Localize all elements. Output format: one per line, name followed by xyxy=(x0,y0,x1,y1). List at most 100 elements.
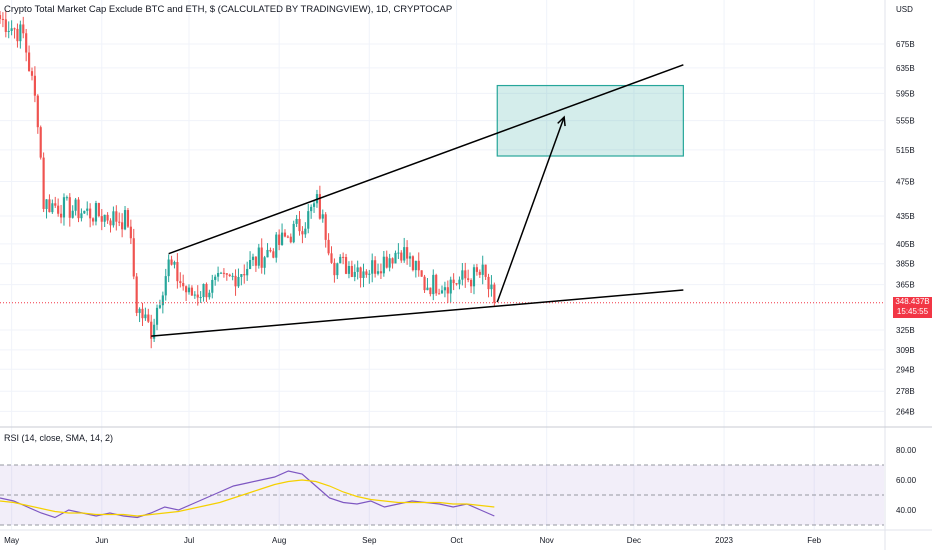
candle-body xyxy=(42,157,45,209)
candle-body xyxy=(362,271,365,278)
candle-body xyxy=(350,266,353,277)
candle-body xyxy=(4,19,7,32)
candle-body xyxy=(228,274,231,277)
candle-body xyxy=(426,287,429,291)
candle-body xyxy=(45,199,48,209)
candle-body xyxy=(269,249,272,252)
rsi-tick-label: 80.00 xyxy=(896,446,917,455)
candle-body xyxy=(205,283,208,298)
wedge-upper-trendline xyxy=(168,64,684,255)
candle-body xyxy=(292,223,295,243)
candle-body xyxy=(100,216,103,222)
candle-body xyxy=(77,199,80,219)
rsi-indicator-label: RSI (14, close, SMA, 14, 2) xyxy=(4,433,114,443)
candle-body xyxy=(478,271,481,275)
candle-body xyxy=(10,28,13,31)
candle-body xyxy=(266,249,269,258)
candle-body xyxy=(339,256,342,264)
candle-body xyxy=(260,247,263,268)
candle-body xyxy=(248,260,252,269)
candle-body xyxy=(121,222,124,230)
candle-body xyxy=(176,262,179,282)
candle-body xyxy=(327,239,330,254)
candle-body xyxy=(324,214,327,240)
time-tick-label: Jul xyxy=(184,536,194,545)
candle-body xyxy=(135,276,138,313)
time-tick-label: Feb xyxy=(807,536,821,545)
candle-body xyxy=(356,267,359,272)
wedge-lower-trendline xyxy=(151,289,684,337)
price-tick-label: 635B xyxy=(896,64,915,73)
candle-body xyxy=(272,251,275,258)
candle-body xyxy=(234,275,237,287)
candle-body xyxy=(62,197,66,218)
price-tick-label: 278B xyxy=(896,387,915,396)
candle-body xyxy=(452,279,455,284)
candle-body xyxy=(19,24,22,42)
price-tick-label: 435B xyxy=(896,212,915,221)
candle-body xyxy=(94,203,98,222)
candle-body xyxy=(30,71,34,76)
candle-body xyxy=(51,203,54,213)
candle-body xyxy=(458,279,461,285)
candle-body xyxy=(80,213,83,219)
candle-body xyxy=(123,210,127,230)
candle-body xyxy=(342,256,345,258)
price-tick-label: 294B xyxy=(896,365,915,374)
candle-body xyxy=(414,260,417,271)
candle-body xyxy=(481,264,484,275)
candle-body xyxy=(321,214,324,219)
candle-body xyxy=(202,283,205,298)
candle-body xyxy=(240,274,243,277)
candle-body xyxy=(403,247,406,261)
candle-body xyxy=(365,271,368,275)
candle-body xyxy=(438,293,441,295)
candle-body xyxy=(420,270,423,277)
candle-body xyxy=(435,274,438,294)
candle-body xyxy=(278,234,281,245)
candle-body xyxy=(347,266,351,274)
rsi-tick-label: 40.00 xyxy=(896,506,917,515)
candle-body xyxy=(400,252,403,261)
price-tick-label: 515B xyxy=(896,146,915,155)
candle-body xyxy=(472,267,476,287)
candle-body xyxy=(391,258,394,264)
candle-body xyxy=(376,271,380,274)
candle-body xyxy=(126,210,130,227)
candle-body xyxy=(33,75,36,96)
candle-body xyxy=(83,210,86,214)
candle-body xyxy=(455,283,458,285)
candle-body xyxy=(301,231,304,235)
candle-body xyxy=(89,208,92,219)
candle-body xyxy=(155,307,159,325)
candle-body xyxy=(132,238,135,277)
candle-body xyxy=(310,206,313,212)
candle-body xyxy=(57,205,60,214)
candle-body xyxy=(432,274,435,295)
candle-body xyxy=(36,95,39,128)
candle-body xyxy=(397,252,400,254)
target-zone-rect xyxy=(496,84,684,157)
candle-body xyxy=(429,287,432,295)
candlestick-series xyxy=(0,10,884,349)
candle-body xyxy=(150,321,153,339)
candle-body xyxy=(48,199,51,213)
time-tick-label: Dec xyxy=(627,536,641,545)
candle-body xyxy=(417,260,420,271)
candle-body xyxy=(280,232,284,245)
candle-body xyxy=(27,52,31,72)
candle-body xyxy=(298,218,301,232)
candle-body xyxy=(190,287,194,296)
candle-body xyxy=(170,259,173,265)
candle-body xyxy=(109,220,112,226)
last-price-badge: 348.437B 15:45:55 xyxy=(893,297,932,318)
candle-body xyxy=(318,194,321,219)
price-tick-label: 675B xyxy=(896,40,915,49)
candle-body xyxy=(129,226,132,239)
drawings[interactable] xyxy=(151,64,684,337)
price-tick-label: 264B xyxy=(896,407,915,416)
candle-body xyxy=(86,208,89,211)
candle-body xyxy=(219,272,223,274)
projection-arrow-line xyxy=(496,116,565,303)
